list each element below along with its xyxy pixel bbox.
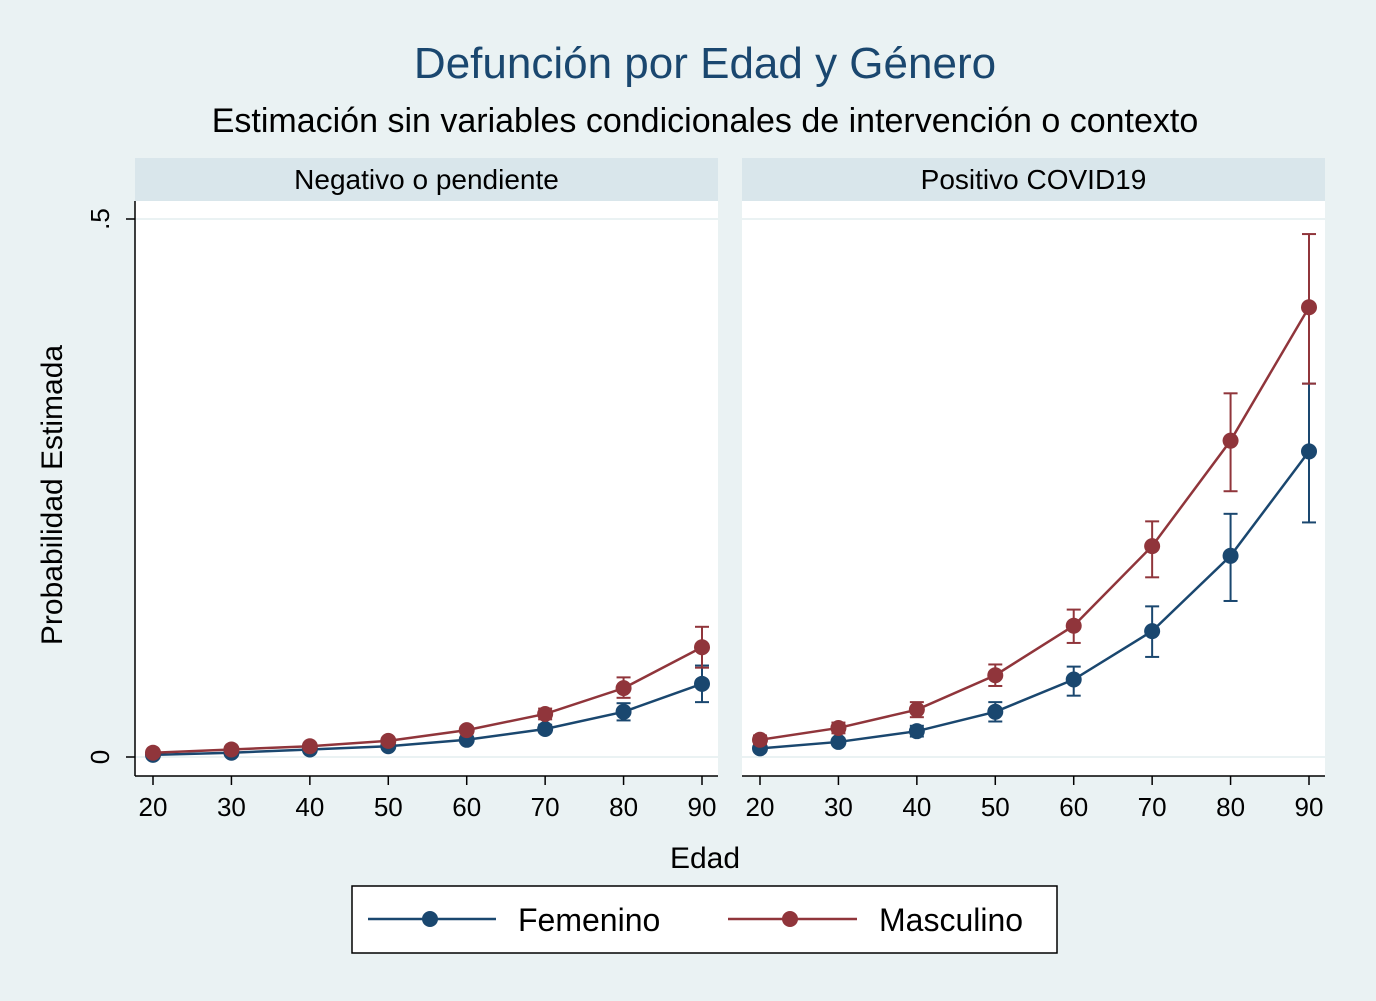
panel-1: Negativo o pendiente 20 30 40 50 60 70 80 90 0 .5 [85,158,718,822]
x-tick-label: 80 [609,792,638,822]
data-point [537,705,554,722]
plot-area [135,201,718,776]
data-point [752,731,768,748]
x-tick-label: 50 [374,792,403,822]
data-point [380,732,397,749]
x-tick-label: 70 [531,792,560,822]
data-point [537,721,554,738]
x-tick-label: 70 [1138,792,1167,822]
panel-title: Positivo COVID19 [921,164,1147,195]
data-point [1222,432,1239,449]
x-tick-label: 60 [1059,792,1088,822]
data-point [908,723,925,740]
x-tick-label: 50 [981,792,1010,822]
series-masculino [145,625,710,761]
x-tick-label: 40 [902,792,931,822]
series-line [759,306,1311,742]
data-point [1222,547,1239,564]
data-point [1144,623,1161,640]
chart-title: Defunción por Edad y Género [414,39,996,88]
legend-marker [782,911,798,927]
data-point [301,738,318,755]
panel-strip [742,158,1325,201]
data-point [145,744,161,761]
data-point [458,722,475,739]
panel-title: Negativo o pendiente [294,164,559,195]
x-tick-label: 60 [452,792,481,822]
x-tick-label: 40 [295,792,324,822]
data-point [615,680,632,697]
legend-label: Femenino [518,902,660,938]
panels: Negativo o pendiente 20 30 40 50 60 70 80 90 0 .5 P… [85,158,1325,822]
data-point [1065,671,1082,688]
legend-marker [422,911,438,927]
series-line [152,682,703,757]
data-point [987,703,1004,720]
data-point [830,719,847,736]
data-point [908,701,925,718]
plot-area [742,201,1325,776]
panel-strip [135,158,718,201]
data-point [1301,299,1317,316]
legend: Femenino Masculino [351,885,1058,954]
data-point [694,639,710,656]
x-tick-label: 90 [1295,792,1324,822]
data-point [1065,617,1082,634]
x-tick-label: 80 [1216,792,1245,822]
data-point [830,733,847,750]
series-line [759,450,1310,750]
x-tick-label: 30 [824,792,853,822]
data-point [223,741,240,758]
panel-2: Positivo COVID19 20 30 40 50 60 70 80 90 [742,158,1325,822]
y-tick-label: 0 [85,750,115,764]
legend-label: Masculino [879,902,1023,938]
chart-subtitle: Estimación sin variables condicionales d… [212,102,1199,140]
x-tick-label: 20 [746,792,775,822]
x-tick-label: 90 [688,792,717,822]
y-axis-label: Probabilidad Estimada [36,345,69,645]
x-tick-label: 30 [217,792,246,822]
series-femenino [752,382,1317,757]
data-point [615,703,632,720]
data-point [694,675,710,692]
x-axis-label: Edad [670,842,740,875]
data-point [987,667,1004,684]
x-tick-label: 20 [139,792,168,822]
y-tick-label: .5 [85,208,115,230]
series-masculino [752,233,1317,748]
data-point [1144,538,1161,555]
series-line [152,646,703,754]
data-point [1301,443,1317,460]
